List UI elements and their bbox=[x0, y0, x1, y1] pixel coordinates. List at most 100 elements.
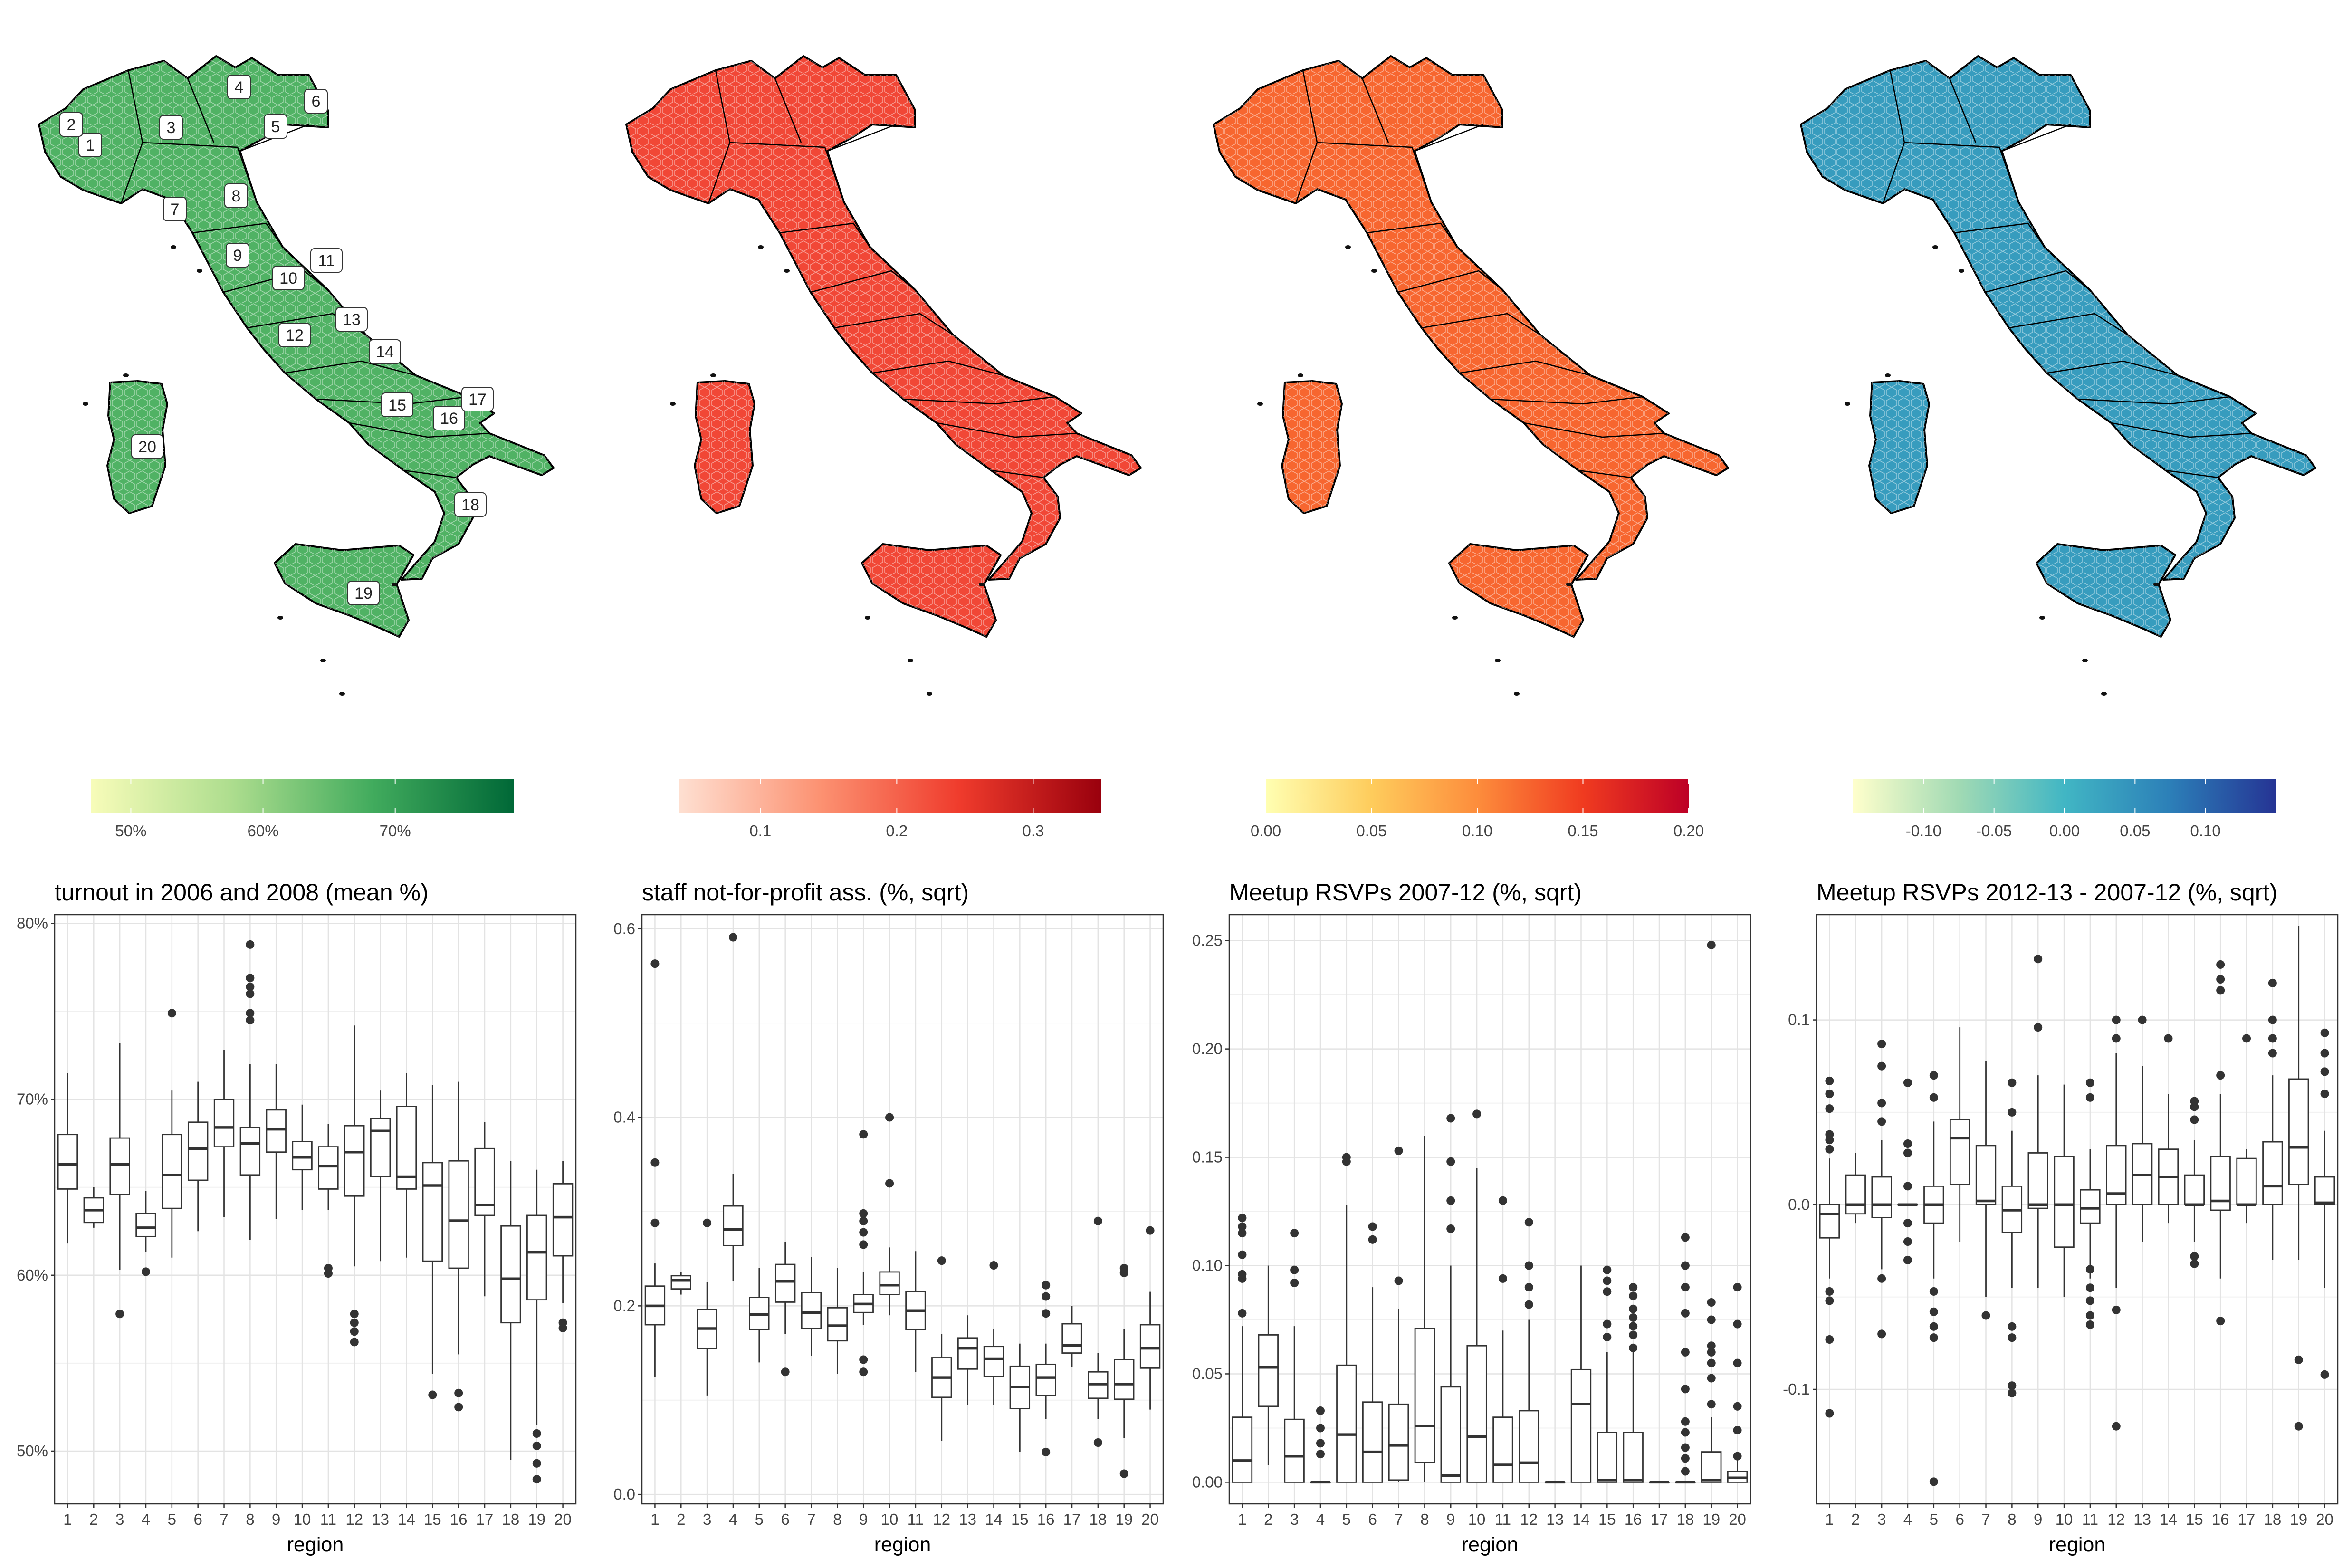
outlier-point bbox=[532, 1429, 541, 1438]
legend-2: 0.1 0.2 0.3 bbox=[679, 779, 1101, 840]
outlier-point bbox=[1877, 1117, 1886, 1126]
outlier-point bbox=[1681, 1385, 1690, 1394]
outlier-point bbox=[2242, 1034, 2251, 1043]
region-border bbox=[1985, 270, 2090, 293]
outlier-point bbox=[1316, 1439, 1325, 1448]
box-iqr bbox=[879, 1271, 900, 1295]
box-region-16 bbox=[448, 1081, 469, 1412]
outlier-point bbox=[1524, 1261, 1533, 1270]
box-iqr bbox=[1388, 1403, 1409, 1481]
outlier-point bbox=[2164, 1034, 2173, 1043]
outlier-point bbox=[1446, 1114, 1455, 1123]
box-region-17 bbox=[2236, 1034, 2257, 1224]
x-tick-label: 6 bbox=[1955, 1511, 1964, 1528]
box-region-12 bbox=[2106, 1015, 2127, 1431]
x-tick-label: 12 bbox=[1520, 1511, 1538, 1528]
outlier-point bbox=[1929, 1093, 1938, 1102]
outlier-point bbox=[2112, 1305, 2121, 1314]
region-border bbox=[1954, 222, 2046, 248]
region-label-box bbox=[226, 243, 249, 268]
outlier-point bbox=[1394, 1276, 1403, 1285]
region-border bbox=[779, 222, 871, 248]
region-label-box bbox=[304, 89, 328, 114]
outlier-point bbox=[1825, 1104, 1834, 1113]
x-tick-label: 12 bbox=[2107, 1511, 2125, 1528]
box-iqr bbox=[292, 1141, 313, 1171]
y-tick-label: 60% bbox=[17, 1266, 48, 1284]
box-region-2 bbox=[83, 1187, 104, 1228]
x-tick-label: 4 bbox=[1316, 1511, 1325, 1528]
outlier-point bbox=[1290, 1229, 1299, 1238]
region-border bbox=[1414, 124, 1484, 152]
outlier-point bbox=[1238, 1270, 1247, 1279]
outlier-point bbox=[2085, 1078, 2094, 1087]
outlier-point bbox=[2112, 1015, 2121, 1024]
outlier-point bbox=[350, 1338, 359, 1347]
outlier-point bbox=[532, 1475, 541, 1484]
box-iqr bbox=[318, 1146, 339, 1190]
box-region-16 bbox=[2210, 960, 2231, 1326]
legend-tick-label: 0.00 bbox=[1251, 822, 1281, 840]
x-tick-label: 2 bbox=[1264, 1511, 1272, 1528]
legend-4: -0.10 -0.05 0.00 0.05 0.10 bbox=[1853, 779, 2276, 840]
island-dot bbox=[865, 616, 870, 620]
outlier-point bbox=[2112, 1034, 2121, 1043]
outlier-point bbox=[1707, 1374, 1716, 1383]
outlier-point bbox=[1498, 1274, 1507, 1283]
outlier-point bbox=[1877, 1061, 1886, 1071]
x-axis-label: region bbox=[1462, 1533, 1519, 1556]
box-iqr bbox=[2262, 1141, 2283, 1205]
map-panel-4 bbox=[1800, 55, 2316, 696]
legend-tick-label: 0.00 bbox=[2049, 822, 2080, 840]
x-tick-label: 10 bbox=[881, 1511, 899, 1528]
outlier-point bbox=[1524, 1283, 1533, 1292]
region-border bbox=[1421, 313, 1541, 336]
x-tick-label: 2 bbox=[89, 1511, 98, 1528]
box-region-6 bbox=[1362, 1222, 1383, 1483]
outlier-point bbox=[1825, 1296, 1834, 1305]
island-dot bbox=[758, 245, 764, 249]
box-region-9 bbox=[853, 1130, 874, 1377]
x-tick-label: 8 bbox=[1420, 1511, 1429, 1528]
x-tick-label: 16 bbox=[1037, 1511, 1055, 1528]
outlier-point bbox=[532, 1459, 541, 1468]
box-iqr bbox=[370, 1118, 391, 1177]
x-tick-label: 5 bbox=[755, 1511, 764, 1528]
outlier-point bbox=[1681, 1348, 1690, 1357]
x-tick-label: 7 bbox=[807, 1511, 815, 1528]
plot-border bbox=[1816, 914, 2339, 1505]
outlier-point bbox=[1707, 1358, 1716, 1367]
outlier-point bbox=[2320, 1370, 2329, 1379]
box-iqr bbox=[1597, 1432, 1618, 1483]
box-iqr bbox=[1114, 1359, 1135, 1400]
island-dot bbox=[979, 583, 985, 586]
box-iqr bbox=[801, 1292, 822, 1329]
legend-1: 50% 60% 70% bbox=[91, 779, 514, 840]
region-label-17: 17 bbox=[468, 391, 487, 409]
legend-tick-label: 50% bbox=[115, 822, 146, 840]
x-tick-label: 5 bbox=[168, 1511, 176, 1528]
box-iqr bbox=[1035, 1363, 1056, 1396]
outlier-point bbox=[167, 1009, 176, 1018]
x-tick-label: 11 bbox=[908, 1511, 924, 1528]
region-label-10: 10 bbox=[279, 269, 297, 287]
box-region-7 bbox=[801, 1257, 822, 1356]
box-region-1 bbox=[1232, 1214, 1253, 1483]
legend-tick-label: 0.20 bbox=[1673, 822, 1704, 840]
outlier-point bbox=[2008, 1333, 2017, 1342]
outlier-point bbox=[1603, 1332, 1612, 1341]
legend-panels: 50% 60% 70% 0.1 0.2 0.3 0.00 0.05 0.10 0.15 0.20 -0… bbox=[91, 779, 2276, 840]
region-label-4: 4 bbox=[235, 78, 244, 96]
region-label-5: 5 bbox=[271, 118, 280, 136]
outlier-point bbox=[1707, 940, 1716, 949]
box-region-10 bbox=[879, 1113, 900, 1316]
x-tick-label: 17 bbox=[1063, 1511, 1081, 1528]
box-region-6 bbox=[1949, 1027, 1970, 1242]
outlier-point bbox=[1603, 1319, 1612, 1329]
plot-background bbox=[642, 915, 1163, 1504]
outlier-point bbox=[1707, 1315, 1716, 1324]
outlier-point bbox=[2216, 960, 2225, 969]
region-label-13: 13 bbox=[343, 311, 361, 329]
region-border bbox=[1578, 469, 1631, 478]
outlier-point bbox=[246, 1016, 255, 1025]
